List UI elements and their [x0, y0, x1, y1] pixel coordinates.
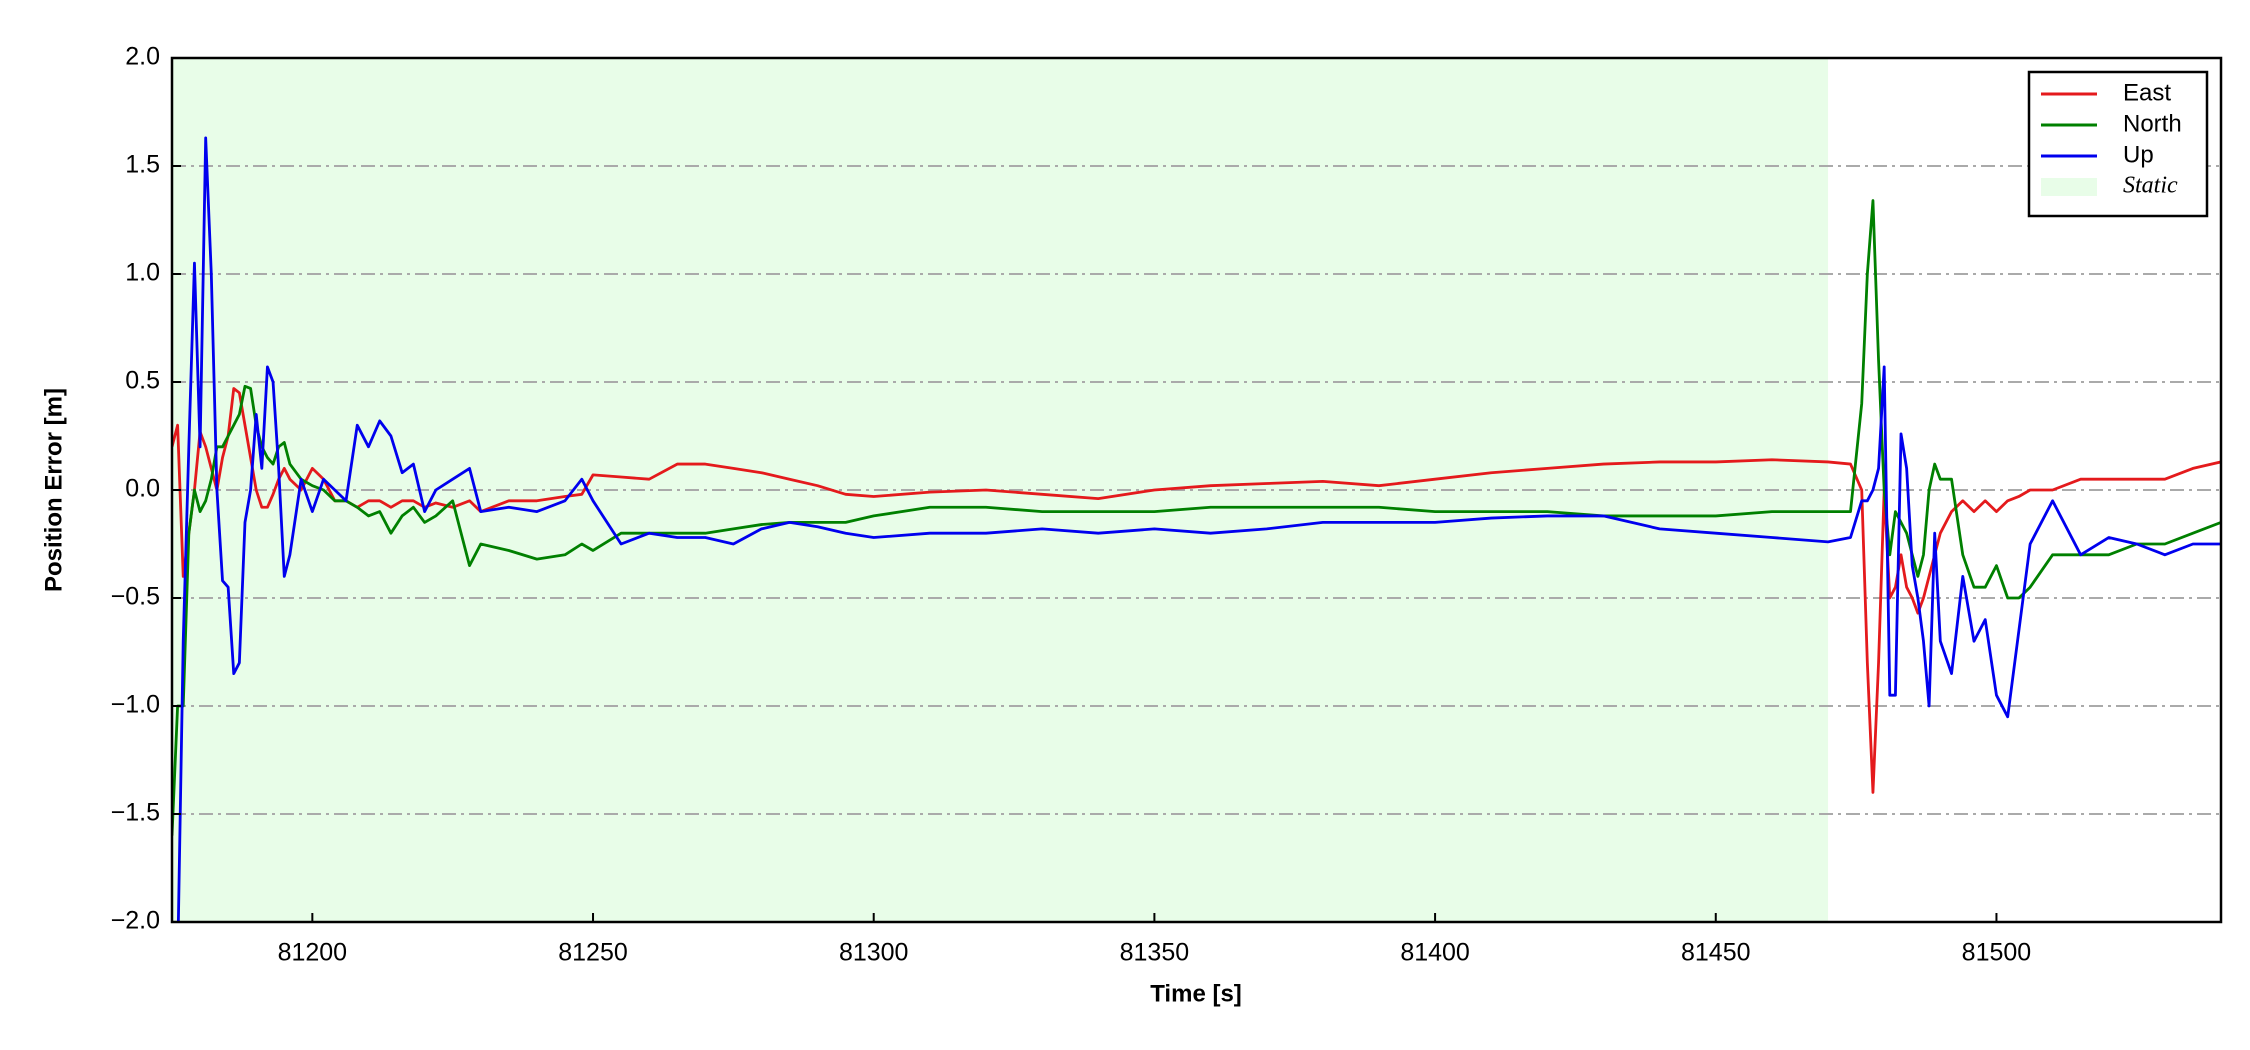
- x-tick-label: 81350: [1120, 939, 1190, 967]
- legend-label: East: [2123, 79, 2171, 106]
- legend-label: Up: [2123, 141, 2154, 168]
- x-tick-label: 81400: [1400, 939, 1470, 967]
- x-axis-label: Time [s]: [1150, 980, 1242, 1007]
- legend: East North Up Static: [2027, 70, 2209, 218]
- series-line: [172, 199, 2221, 836]
- x-tick-label: 81450: [1681, 939, 1751, 967]
- y-tick-label: 2.0: [125, 43, 160, 71]
- x-tick-label: 81500: [1962, 939, 2032, 967]
- lines: [172, 136, 2221, 922]
- legend-label: North: [2123, 110, 2182, 137]
- y-tick-label: −1.0: [111, 691, 160, 719]
- legend-label: Static: [2123, 173, 2178, 199]
- ticks: −2.0 −1.5 −1.0 −0.5 0.0 0.5 1.0 1.5 2.0 81200 8125…: [111, 43, 2032, 967]
- x-tick-label: 81200: [278, 939, 348, 967]
- y-tick-label: 1.5: [125, 151, 160, 179]
- y-axis-label: Position Error [m]: [40, 388, 67, 592]
- y-tick-label: 0.5: [125, 367, 160, 395]
- y-tick-label: 0.0: [125, 475, 160, 503]
- x-tick-label: 81300: [839, 939, 909, 967]
- series-line: [172, 387, 2221, 794]
- y-tick-label: −0.5: [111, 583, 160, 611]
- y-tick-label: −1.5: [111, 799, 160, 827]
- y-tick-label: 1.0: [125, 259, 160, 287]
- series-line: [176, 136, 2221, 922]
- y-tick-label: −2.0: [111, 907, 160, 935]
- x-tick-label: 81250: [558, 939, 628, 967]
- legend-swatch: [2041, 178, 2097, 196]
